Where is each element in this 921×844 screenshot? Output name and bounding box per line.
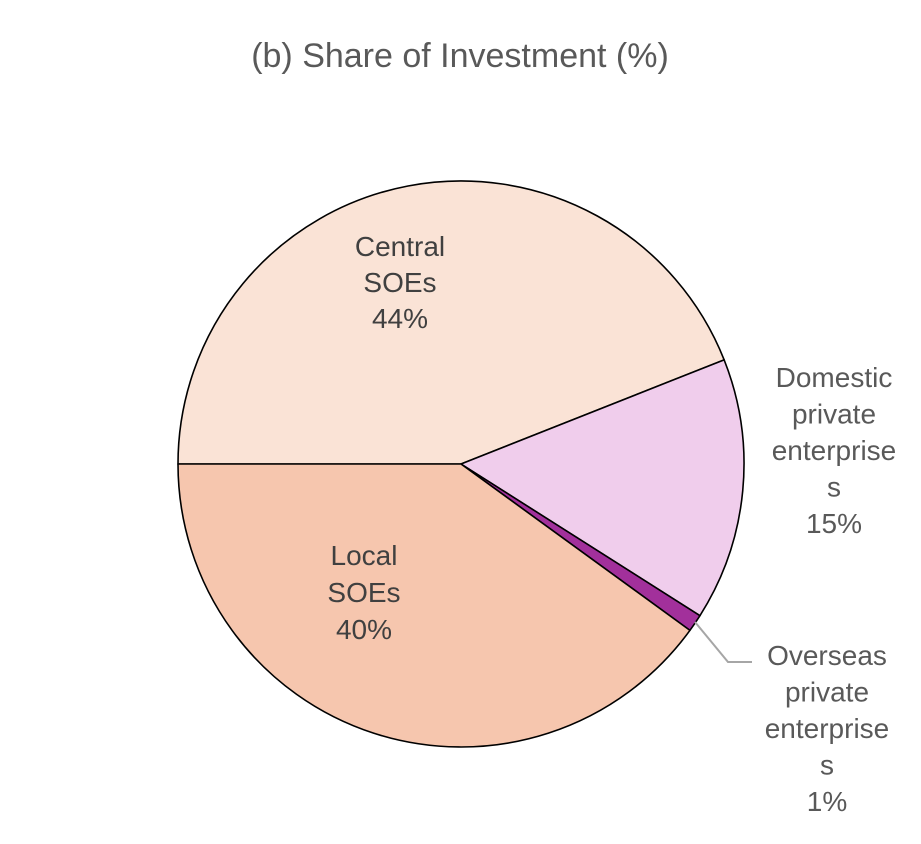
slice-label-1-line-2: enterprise [772, 435, 897, 466]
leader-line-2 [694, 621, 752, 663]
slice-label-1-line-1: private [792, 399, 876, 430]
pie-slice-3 [177, 463, 691, 748]
slice-label-1-line-0: Domestic [776, 362, 893, 393]
pie-slice-1 [460, 359, 745, 617]
pie-slices [177, 180, 745, 748]
slice-label-0: Central SOEs 44% [355, 231, 445, 334]
slice-label-3-line-0: Local [331, 540, 398, 571]
slice-label-3-line-2: 40% [336, 614, 392, 645]
slice-label-0-line-1: SOEs [363, 267, 436, 298]
slice-label-0-line-0: Central [355, 231, 445, 262]
slice-label-2-line-2: enterprise [765, 713, 890, 744]
slice-label-1: Domestic private enterprise s 15% [772, 362, 897, 539]
slice-label-2-line-0: Overseas [767, 640, 887, 671]
slice-label-1-line-4: 15% [806, 508, 862, 539]
slice-label-3-line-1: SOEs [327, 577, 400, 608]
slice-labels: Central SOEs 44% Domestic private enterprise s… [327, 231, 896, 817]
slice-label-2-line-3: s [820, 750, 834, 781]
leader-lines [694, 621, 752, 663]
slice-label-2-line-4: 1% [807, 786, 847, 817]
slice-label-0-line-2: 44% [372, 303, 428, 334]
slice-label-1-line-3: s [827, 472, 841, 503]
pie-slice-0 [177, 180, 725, 465]
slice-label-2: Overseas private enterprise s 1% [765, 640, 890, 817]
chart-title: (b) Share of Investment (%) [251, 37, 669, 75]
slice-label-2-line-1: private [785, 677, 869, 708]
slice-label-3: Local SOEs 40% [327, 540, 400, 645]
